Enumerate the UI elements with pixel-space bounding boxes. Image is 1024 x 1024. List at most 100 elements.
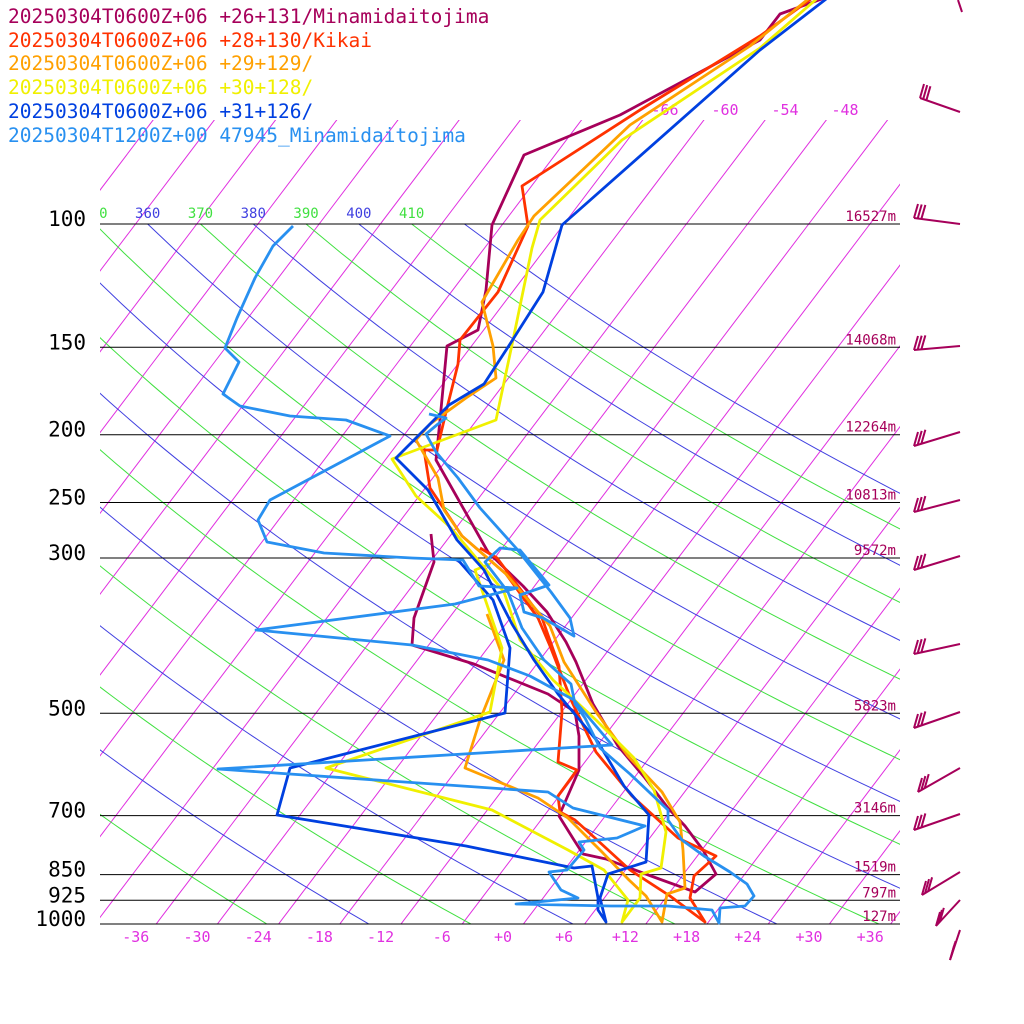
pressure-tick-label: 300 (48, 541, 86, 565)
theta-label: 360 (135, 206, 160, 222)
wind-barb-flag (935, 911, 941, 927)
isotherm-line (523, 425, 900, 924)
height-label: 1519m (854, 860, 896, 876)
wind-barb-flag (920, 553, 927, 569)
dry-adiabat-line (100, 282, 900, 802)
wind-barb-flag (913, 497, 919, 513)
wind-barb-flag (920, 429, 927, 445)
temperature-tick-label: +12 (612, 928, 639, 946)
legend-entry: 20250304T0600Z+06 +26+131/Minamidaitojim… (8, 5, 490, 28)
wind-barb-flag (916, 712, 923, 727)
sounding-series-line (414, 0, 810, 924)
isotherm-line (0, 69, 8, 924)
wind-barb-flag (921, 880, 927, 896)
isotherm-line (155, 120, 766, 924)
chart-legend: 20250304T0600Z+06 +26+131/Minamidaitojim… (8, 5, 489, 147)
wind-barb-flag (913, 713, 919, 729)
pressure-tick-label: 700 (48, 799, 86, 823)
isotherm-line (890, 910, 900, 924)
dry-adiabat-line (100, 813, 268, 924)
wind-barb-flag (913, 203, 919, 219)
height-label: 127m (862, 909, 896, 925)
wind-barb (913, 217, 961, 225)
wind-barb-flag (916, 638, 923, 654)
wind-barb-flag (920, 775, 927, 791)
wind-barb-flag (913, 639, 919, 655)
temperature-tick-label: +30 (795, 928, 822, 946)
height-label: 10813m (845, 488, 896, 504)
theta-label: 400 (346, 206, 371, 222)
legend-entry: 20250304T0600Z+06 +31+126/ (8, 99, 314, 123)
theta-label: 370 (188, 206, 213, 222)
wind-barb-flag (916, 335, 923, 350)
theta-label: 330 (0, 206, 2, 222)
wind-barb-flag (920, 711, 927, 726)
height-label: 14068m (845, 332, 896, 348)
wind-barb-flag (916, 496, 923, 512)
dry-adiabat-line (464, 223, 900, 494)
wind-barb-flag (936, 909, 943, 925)
theta-label: 350 (82, 206, 107, 222)
pressure-tick-label: 925 (48, 883, 86, 907)
wind-barb-flag (913, 431, 919, 447)
wind-barb-flag (923, 773, 930, 789)
theta-label: 380 (241, 206, 266, 222)
wind-barb-flag (916, 814, 923, 829)
legend-entry: 20250304T1200Z+00 47945_Minamidaitojima (8, 123, 466, 147)
legend-entry: 20250304T0600Z+06 +28+130/Kikai (8, 28, 372, 52)
isotherm-line (100, 120, 583, 757)
temperature-tick-label: -12 (367, 928, 394, 946)
wind-barb-flag (916, 554, 923, 570)
wind-barb-flag (927, 877, 934, 892)
isotherm-line (767, 749, 900, 924)
wind-barb-flag (938, 907, 945, 923)
isotherm-line (100, 120, 154, 191)
sounding-series-line (216, 225, 756, 925)
temperature-tick-label: +6 (555, 928, 573, 946)
wind-barb-flag (920, 813, 927, 828)
wind-barb-flag (920, 638, 927, 653)
temperature-tick-label: +36 (857, 928, 884, 946)
wind-barb-flag (950, 940, 957, 956)
pressure-tick-label: 100 (48, 207, 86, 231)
isotherm-line (100, 120, 215, 272)
temperature-tick-label: -36 (122, 928, 149, 946)
dry-adiabat-line (411, 223, 900, 530)
isotherm-line (1013, 69, 1024, 924)
wind-barb-flag (920, 204, 927, 220)
dry-adiabat-line (100, 449, 880, 924)
height-label: 16527m (845, 209, 896, 225)
isotherm-line (100, 120, 399, 515)
temperature-tick-label: +18 (673, 928, 700, 946)
wind-barb-flag (917, 777, 923, 793)
wind-barb-flag (916, 430, 923, 446)
pressure-tick-label: 250 (48, 486, 86, 510)
isotherm-line (400, 264, 900, 924)
isotherm-label: -60 (711, 101, 738, 119)
dry-adiabat-line (252, 223, 900, 641)
isotherm-line (706, 668, 900, 924)
wind-barb-flag (922, 84, 929, 100)
isotherm-line (100, 120, 705, 919)
wind-barb-flag (924, 878, 931, 894)
isotherm-line (217, 120, 827, 924)
theta-label: 390 (293, 206, 318, 222)
height-label: 5823m (854, 698, 896, 714)
isotherm-line (100, 120, 460, 595)
wind-barbs (913, 0, 963, 961)
pressure-tick-label: 1000 (35, 907, 86, 931)
wind-barb-flag (913, 335, 919, 351)
height-label: 797m (862, 885, 896, 901)
dry-adiabat-line (147, 223, 900, 720)
height-label: 9572m (854, 543, 896, 559)
wind-barb-flag (920, 495, 927, 511)
wind-barb (957, 0, 963, 13)
temperature-tick-label: -30 (183, 928, 210, 946)
isotherm-line (278, 120, 889, 924)
temperature-tick-label: -24 (245, 928, 272, 946)
isotherm-line (584, 506, 900, 924)
pressure-tick-label: 850 (48, 858, 86, 882)
wind-barb-flag (913, 555, 919, 571)
pressure-tick-label: 200 (48, 418, 86, 442)
